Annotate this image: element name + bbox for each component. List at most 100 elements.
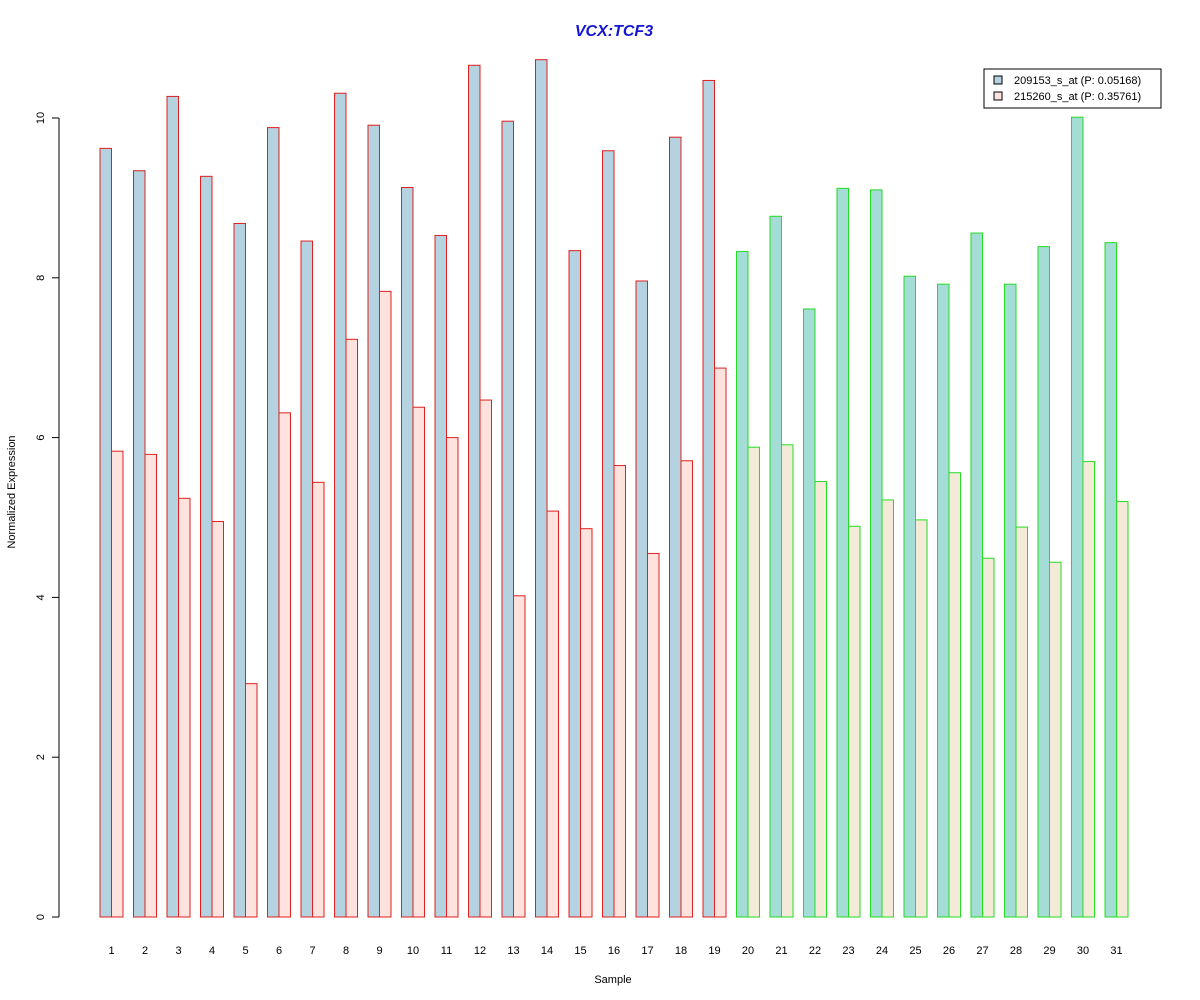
bar-215260-sample-8 — [345, 338, 358, 918]
x-tick-label: 30 — [1077, 945, 1089, 957]
legend-box — [983, 68, 1162, 109]
x-tick-label: 31 — [1110, 945, 1122, 957]
bar-209153-sample-1 — [99, 147, 112, 918]
x-tick-label: 29 — [1043, 945, 1055, 957]
x-tick-label: 19 — [708, 945, 720, 957]
bar-209153-sample-16 — [602, 150, 615, 918]
bar-215260-sample-17 — [647, 552, 660, 918]
bar-215260-sample-31 — [1116, 501, 1129, 918]
bar-215260-sample-13 — [513, 595, 526, 918]
bar-215260-sample-14 — [546, 510, 559, 918]
bar-215260-sample-26 — [948, 472, 961, 918]
bar-209153-sample-20 — [736, 250, 749, 918]
y-tick-label: 4 — [35, 594, 47, 600]
legend: 209153_s_at (P: 0.05168) 215260_s_at (P:… — [983, 68, 1162, 109]
bar-215260-sample-6 — [278, 412, 291, 918]
bar-215260-sample-28 — [1015, 526, 1028, 918]
bar-215260-sample-10 — [412, 406, 425, 918]
bar-209153-sample-27 — [970, 232, 983, 918]
x-tick-label: 13 — [507, 945, 519, 957]
x-tick-label: 28 — [1010, 945, 1022, 957]
y-tick-label: 8 — [35, 275, 47, 281]
bar-209153-sample-29 — [1037, 246, 1050, 918]
bar-215260-sample-12 — [479, 399, 492, 918]
bar-209153-sample-19 — [702, 79, 715, 918]
bar-209153-sample-9 — [367, 124, 380, 918]
bar-209153-sample-17 — [635, 280, 648, 918]
x-tick-label: 16 — [608, 945, 620, 957]
bar-209153-sample-15 — [568, 250, 581, 918]
legend-label-series-2: 215260_s_at (P: 0.35761) — [1014, 91, 1141, 103]
x-axis-label: Sample — [594, 974, 631, 986]
x-tick-label: 9 — [376, 945, 382, 957]
bar-215260-sample-15 — [580, 528, 593, 918]
x-tick-label: 22 — [809, 945, 821, 957]
x-tick-label: 2 — [142, 945, 148, 957]
bar-209153-sample-7 — [300, 240, 313, 918]
x-tick-label: 14 — [541, 945, 553, 957]
y-tick-label: 6 — [35, 435, 47, 441]
bar-215260-sample-27 — [982, 557, 995, 918]
x-tick-label: 7 — [309, 945, 315, 957]
bar-209153-sample-18 — [669, 136, 682, 918]
bar-209153-sample-31 — [1104, 242, 1117, 918]
x-tick-label: 5 — [242, 945, 248, 957]
x-tick-label: 24 — [876, 945, 888, 957]
bar-215260-sample-20 — [747, 446, 760, 918]
x-tick-label: 20 — [742, 945, 754, 957]
bar-209153-sample-6 — [267, 127, 280, 918]
x-tick-label: 17 — [641, 945, 653, 957]
x-tick-label: 11 — [441, 945, 452, 957]
bar-215260-sample-25 — [915, 519, 928, 918]
bar-209153-sample-5 — [233, 222, 246, 918]
legend-swatch-series-1 — [993, 75, 1003, 85]
bar-209153-sample-10 — [401, 187, 414, 918]
bar-215260-sample-16 — [613, 465, 626, 918]
x-tick-label: 23 — [842, 945, 854, 957]
bar-215260-sample-23 — [848, 525, 861, 918]
bar-209153-sample-13 — [501, 120, 514, 918]
bar-215260-sample-21 — [781, 444, 794, 918]
bar-215260-sample-29 — [1049, 561, 1062, 918]
bar-215260-sample-7 — [312, 481, 325, 918]
bar-209153-sample-4 — [200, 175, 213, 918]
bar-209153-sample-12 — [468, 64, 481, 918]
bars-group — [99, 59, 1129, 918]
bar-209153-sample-8 — [334, 92, 347, 918]
y-axis: 0 2 4 6 8 10 — [35, 112, 60, 920]
bar-215260-sample-4 — [211, 520, 224, 918]
bar-215260-sample-5 — [245, 683, 258, 918]
x-tick-label: 10 — [407, 945, 419, 957]
bar-215260-sample-9 — [379, 290, 392, 918]
bar-215260-sample-2 — [144, 453, 157, 918]
bar-209153-sample-14 — [535, 59, 548, 918]
legend-swatch-series-2 — [993, 91, 1003, 101]
bar-209153-sample-30 — [1071, 116, 1084, 918]
bar-209153-sample-11 — [434, 234, 447, 918]
bar-215260-sample-19 — [714, 367, 727, 918]
bar-215260-sample-22 — [814, 481, 827, 918]
bar-209153-sample-22 — [803, 308, 816, 918]
chart-title: VCX:TCF3 — [575, 23, 653, 40]
y-tick-label: 0 — [35, 914, 47, 920]
x-tick-label: 12 — [474, 945, 486, 957]
bar-209153-sample-25 — [903, 275, 916, 918]
x-tick-label: 3 — [175, 945, 181, 957]
x-tick-label: 21 — [775, 945, 787, 957]
x-tick-label: 4 — [209, 945, 215, 957]
x-tick-label: 18 — [675, 945, 687, 957]
x-tick-label: 1 — [108, 945, 114, 957]
bar-215260-sample-30 — [1082, 461, 1095, 918]
bar-209153-sample-26 — [937, 283, 950, 918]
x-tick-label: 27 — [976, 945, 988, 957]
x-tick-label: 6 — [276, 945, 282, 957]
x-tick-label: 15 — [574, 945, 586, 957]
bar-215260-sample-24 — [881, 499, 894, 918]
bar-209153-sample-23 — [836, 187, 849, 918]
bar-215260-sample-18 — [680, 460, 693, 918]
x-tick-label: 25 — [909, 945, 921, 957]
bar-209153-sample-24 — [870, 189, 883, 918]
bar-209153-sample-3 — [166, 95, 179, 918]
bar-215260-sample-3 — [178, 497, 191, 918]
